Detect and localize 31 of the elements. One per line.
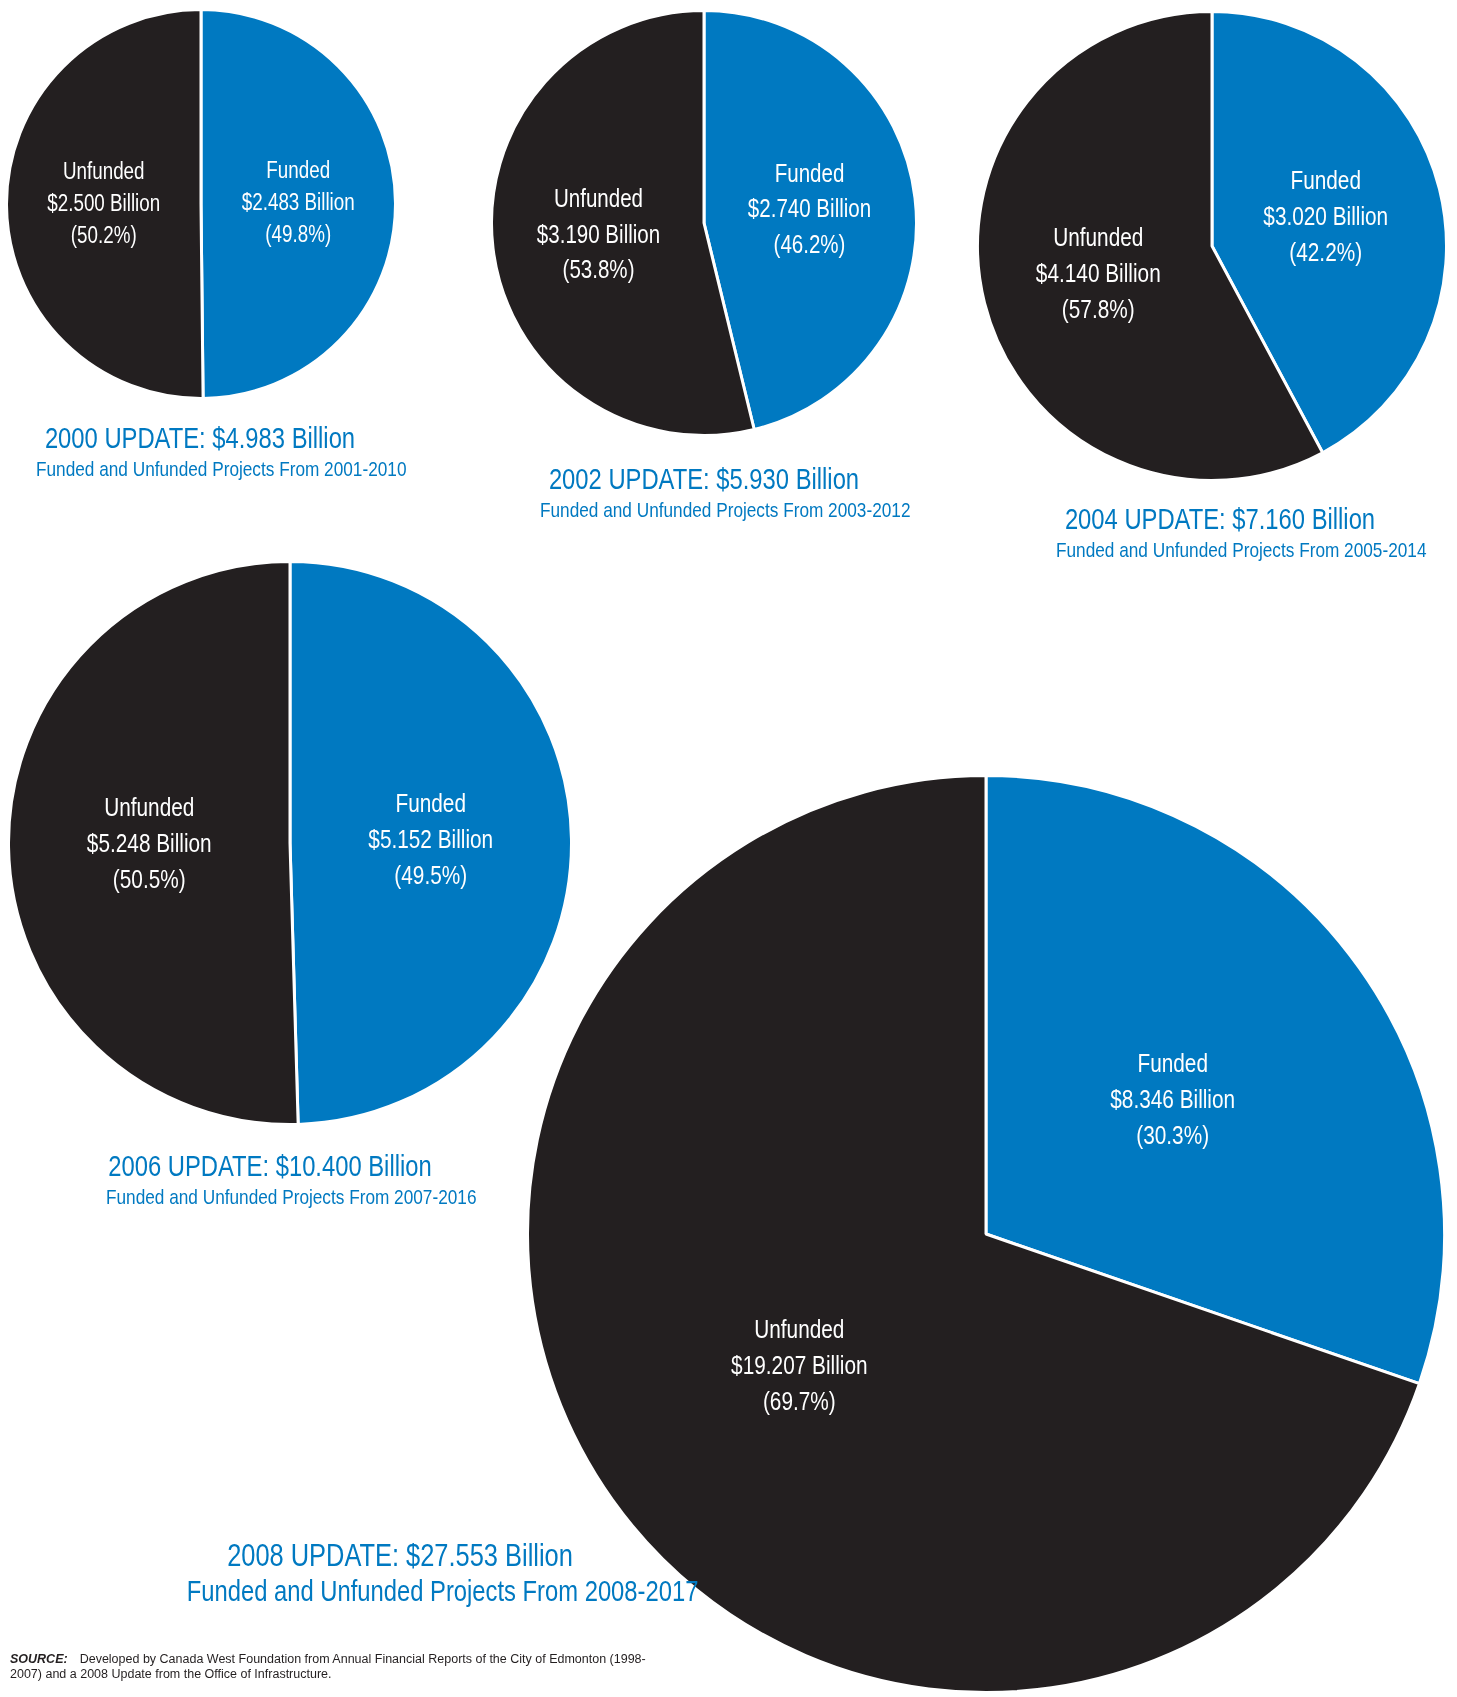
slice-label: Unfunded bbox=[62, 157, 145, 185]
slice-label: Funded bbox=[1137, 1049, 1208, 1078]
text: 2004 UPDATE: $7.160 Billion bbox=[1063, 503, 1377, 536]
data-label: $5.152 Billion (49.5%) bbox=[368, 824, 494, 890]
slice-label: Unfunded bbox=[553, 184, 644, 213]
text: Funded and Unfunded Projects From 2003-2012 bbox=[540, 498, 911, 522]
text: 2000 UPDATE: $4.983 Billion bbox=[43, 422, 357, 455]
data-label: $8.346 Billion (30.3%) bbox=[1110, 1084, 1236, 1150]
data-label: $3.190 Billion (53.8%) bbox=[536, 219, 661, 284]
text: 2002 UPDATE: $5.930 Billion bbox=[547, 463, 861, 496]
data-label: $19.207 Billion (69.7%) bbox=[731, 1351, 868, 1416]
text: Funded and Unfunded Projects From 2001-2010 bbox=[36, 457, 407, 481]
data-label: $2.483 Billion (49.8%) bbox=[241, 188, 355, 248]
slice-label: Funded bbox=[774, 158, 845, 188]
data-label: $2.500 Billion (50.2%) bbox=[47, 190, 161, 249]
text: 2006 UPDATE: $10.400 Billion bbox=[107, 1150, 433, 1183]
slice-label: Unfunded bbox=[754, 1315, 845, 1344]
data-label: $4.140 Billion (57.8%) bbox=[1035, 258, 1161, 324]
text: 2008 UPDATE: $27.553 Billion bbox=[226, 1538, 574, 1574]
source-note: SOURCE: Developed by Canada West Foundation from Annual Financial Reports of the City of Edmonton (1998-2007) and a 2008 Update from the Office of Infrastructure. bbox=[10, 1652, 647, 1682]
data-label: $5.248 Billion (50.5%) bbox=[86, 829, 212, 894]
slice-label: Unfunded bbox=[1053, 222, 1144, 252]
data-label: $2.740 Billion (46.2%) bbox=[747, 194, 872, 259]
slice-label: Funded bbox=[395, 789, 466, 818]
data-label: $3.020 Billion (42.2%) bbox=[1263, 201, 1389, 267]
slice-label: Funded bbox=[1290, 165, 1361, 195]
slice-label: Unfunded bbox=[104, 793, 195, 822]
slice-label: Funded bbox=[266, 156, 331, 184]
text: Funded and Unfunded Projects From 2005-2014 bbox=[1056, 538, 1427, 562]
text: Funded and Unfunded Projects From 2007-2016 bbox=[106, 1185, 477, 1209]
text: Funded and Unfunded Projects From 2008-2017 bbox=[186, 1575, 699, 1608]
